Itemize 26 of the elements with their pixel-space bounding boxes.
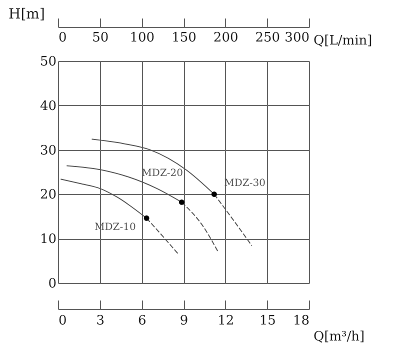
point — [178, 199, 184, 205]
x-tick-label: 12 — [218, 314, 234, 328]
point — [144, 215, 150, 221]
y-tick-label: 10 — [40, 232, 56, 248]
point — [211, 191, 217, 197]
y-tick-label: 0 — [48, 276, 56, 292]
y-tick-label: 20 — [40, 188, 56, 203]
x2-tick-label: 300 — [284, 30, 310, 46]
x-axis-title: Q[m³/h] — [314, 330, 365, 344]
x2-tick-label: 200 — [213, 30, 238, 46]
x2-tick-label: 150 — [172, 30, 196, 46]
x2-tick-label: 50 — [92, 30, 109, 46]
x2-tick-label: 100 — [130, 30, 155, 46]
x2-tick-label: 0 — [58, 30, 67, 46]
x-tick-label: 6 — [138, 314, 146, 328]
x-tick-label: 15 — [259, 314, 276, 328]
x2-axis-title: Q[L/min] — [314, 34, 372, 48]
x-tick-label: 0 — [58, 314, 67, 328]
y-tick-label: 40 — [40, 98, 56, 114]
y-tick-label: 30 — [40, 143, 56, 158]
y-tick-label: 50 — [40, 54, 56, 70]
x-tick-label: 18 — [292, 314, 310, 328]
x-tick-label: 9 — [180, 314, 188, 328]
x-tick-label: 3 — [96, 314, 104, 328]
x2-tick-label: 250 — [255, 30, 280, 46]
y-axis-title: H[m] — [8, 6, 45, 22]
